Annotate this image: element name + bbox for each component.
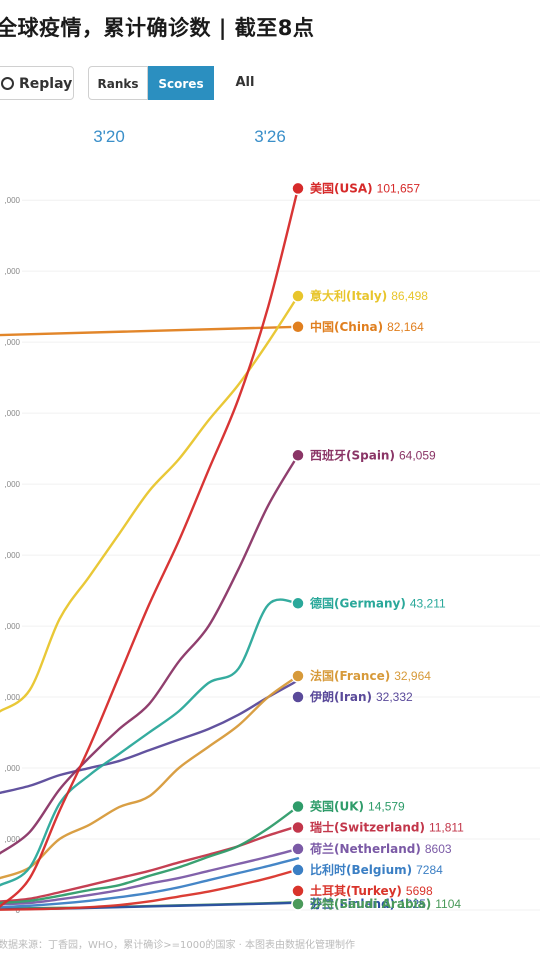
series-name: 西班牙(Spain) xyxy=(310,447,395,462)
series-end-marker xyxy=(291,669,305,683)
series-end-marker xyxy=(291,289,305,303)
y-tick-label: ,000 xyxy=(4,551,20,560)
series-label: 比利时(Belgium) 7284 xyxy=(310,862,443,877)
series-value: 82,164 xyxy=(387,320,424,334)
series-end-marker xyxy=(291,897,305,911)
series-value: 7284 xyxy=(416,863,443,877)
series-value: 5698 xyxy=(406,884,433,898)
series-value: 43,211 xyxy=(410,596,446,610)
series-name: 土耳其(Turkey) xyxy=(310,883,402,898)
series-end-marker xyxy=(291,448,305,463)
replay-label: Replay xyxy=(19,76,73,92)
series-label: 法国(France) 32,964 xyxy=(310,668,431,683)
series-line xyxy=(0,598,300,887)
series-value: 86,498 xyxy=(391,289,428,303)
x-tick-label: 3'20 xyxy=(93,127,125,146)
series-label: 西班牙(Spain) 64,059 xyxy=(310,447,436,462)
series-name: 中国(China) xyxy=(310,319,383,334)
series-name: 芬兰(Finland) xyxy=(309,896,395,911)
series-value: 101,657 xyxy=(377,181,421,195)
series-label: 中国(China) 82,164 xyxy=(310,319,424,334)
series-line xyxy=(0,325,300,337)
series-label: 瑞士(Switzerland) 11,811 xyxy=(310,820,464,835)
y-tick-label: ,000 xyxy=(4,480,20,489)
x-tick-label: 3'26 xyxy=(254,127,286,146)
y-tick-label: ,000 xyxy=(4,267,20,276)
series-label: 意大利(Italy) 86,498 xyxy=(310,288,428,303)
series-label: 土耳其(Turkey) 5698 xyxy=(310,883,433,898)
series-line xyxy=(0,679,300,795)
series-value: 64,059 xyxy=(399,448,436,462)
series-line xyxy=(0,454,300,855)
y-tick-label: ,000 xyxy=(4,622,20,631)
series-name: 意大利(Italy) xyxy=(310,288,387,303)
series-name: 法国(France) xyxy=(310,668,390,683)
chart-controls: Replay Ranks Scores All xyxy=(0,66,540,102)
series-end-marker xyxy=(291,181,305,196)
y-tick-label: ,000 xyxy=(4,338,20,347)
y-tick-label: ,000 xyxy=(4,764,20,773)
series-value: 8603 xyxy=(425,842,452,856)
all-button[interactable]: All xyxy=(222,66,268,100)
series-name: 美国(USA) xyxy=(310,180,373,195)
series-end-marker xyxy=(291,596,305,611)
series-label: 沙特(Saudi Arabia) 1104 xyxy=(310,896,461,911)
series-name: 沙特(Saudi Arabia) xyxy=(310,896,431,911)
y-tick-label: ,000 xyxy=(4,409,20,418)
series-value: 1104 xyxy=(435,897,461,911)
series-end-marker xyxy=(291,863,305,877)
series-line xyxy=(0,847,300,906)
replay-icon xyxy=(1,77,14,90)
series-name: 伊朗(Iran) xyxy=(309,689,372,704)
y-tick-label: ,000 xyxy=(4,835,20,844)
series-label: 芬兰(Finland) 1025 xyxy=(309,896,426,911)
series-label: 荷兰(Netherland) 8603 xyxy=(309,841,452,856)
series-end-marker xyxy=(291,884,305,898)
series-line xyxy=(0,674,300,880)
series-line xyxy=(0,868,300,911)
series-value: 32,332 xyxy=(376,690,413,704)
series-end-marker xyxy=(291,690,305,704)
page-title: 全球疫情，累计确诊数 | 截至8点 xyxy=(0,16,315,40)
series-label: 英国(UK) 14,579 xyxy=(310,799,405,814)
y-tick-label: ,000 xyxy=(4,196,20,205)
source-footnote: 数据来源：丁香园，WHO，累计确诊>=1000的国家 · 本图表由数据化管理制作 xyxy=(0,940,356,951)
series-label: 美国(USA) 101,657 xyxy=(310,180,420,195)
series-name: 荷兰(Netherland) xyxy=(309,841,421,856)
series-end-marker xyxy=(291,820,305,835)
series-line xyxy=(0,857,300,909)
series-line xyxy=(0,805,300,905)
series-label: 德国(Germany) 43,211 xyxy=(310,595,446,610)
series-name: 比利时(Belgium) xyxy=(310,862,412,877)
series-name: 英国(UK) xyxy=(310,799,364,814)
series-value: 14,579 xyxy=(368,800,405,814)
series-value: 1025 xyxy=(399,897,426,911)
replay-button[interactable]: Replay xyxy=(0,66,74,100)
ranks-button[interactable]: Ranks xyxy=(88,66,148,100)
series-name: 瑞士(Switzerland) xyxy=(310,820,425,835)
scores-button[interactable]: Scores xyxy=(148,66,214,100)
series-end-marker xyxy=(291,842,305,856)
series-end-marker xyxy=(291,320,305,334)
series-end-marker xyxy=(291,799,305,814)
y-tick-label: ,000 xyxy=(4,693,20,702)
series-value: 11,811 xyxy=(429,821,464,835)
series-label: 伊朗(Iran) 32,332 xyxy=(309,689,413,704)
series-value: 32,964 xyxy=(394,669,431,683)
series-line xyxy=(0,187,300,908)
series-name: 德国(Germany) xyxy=(310,595,406,610)
series-line xyxy=(0,824,300,903)
